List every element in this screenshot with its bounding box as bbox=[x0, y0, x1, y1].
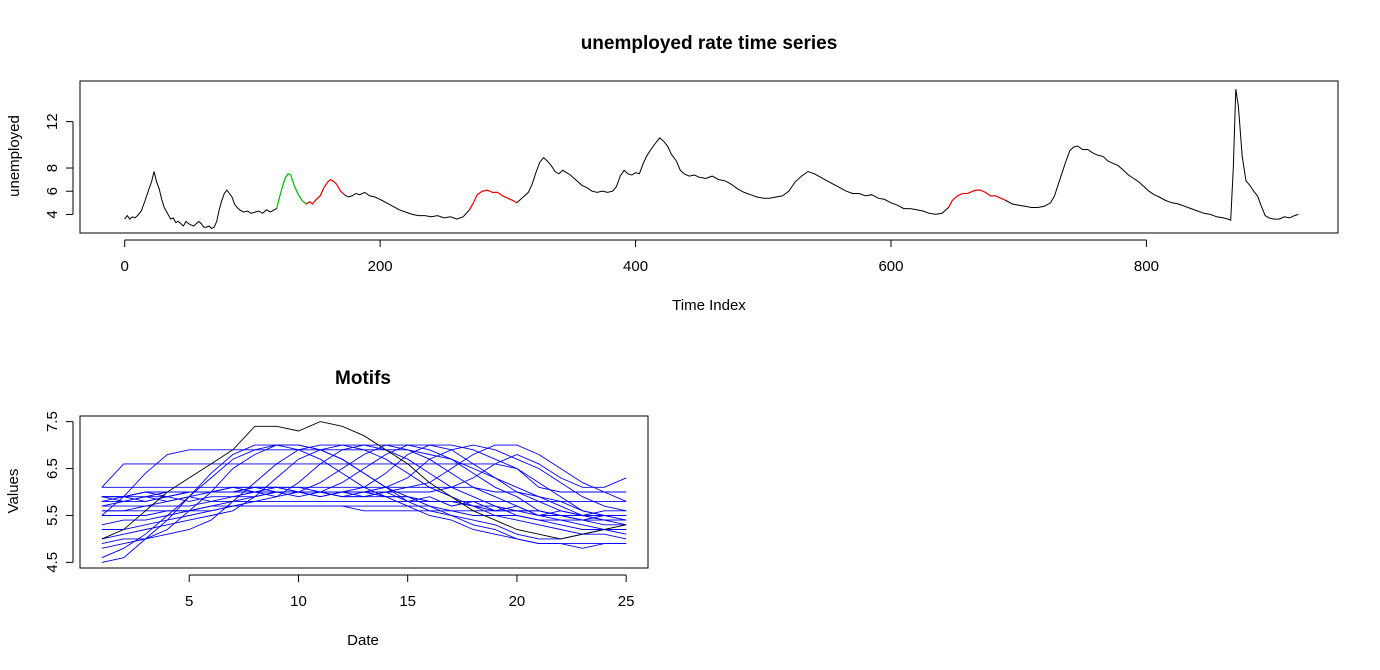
bottom-chart-title: Motifs bbox=[335, 368, 391, 389]
motif-series-line bbox=[101, 454, 627, 498]
top-series-group bbox=[124, 89, 1299, 229]
motif-series-line bbox=[101, 463, 627, 493]
bottom-y-tick-label: 4.5 bbox=[44, 552, 61, 573]
top-x-tick-label: 600 bbox=[878, 258, 903, 275]
top-x-tick-label: 400 bbox=[623, 258, 648, 275]
motif-series-line bbox=[101, 444, 627, 521]
bottom-y-tick-label: 5.5 bbox=[44, 505, 61, 526]
time-series-line bbox=[124, 89, 1299, 229]
bottom-x-tick-label: 10 bbox=[290, 593, 307, 610]
bottom-x-tick-label: 5 bbox=[185, 593, 193, 610]
top-y-tick-label: 8 bbox=[44, 164, 61, 172]
bottom-x-tick-label: 25 bbox=[618, 593, 635, 610]
top-x-axis: 0 200 400 600 800 bbox=[121, 239, 1159, 275]
bottom-y-tick-label: 6.5 bbox=[44, 458, 61, 479]
top-chart-title: unemployed rate time series bbox=[581, 33, 838, 54]
top-x-tick-label: 800 bbox=[1134, 258, 1159, 275]
top-y-tick-label: 6 bbox=[44, 187, 61, 195]
bottom-y-tick-label: 7.5 bbox=[44, 411, 61, 432]
motif-series-line bbox=[101, 444, 627, 521]
motif-highlight-segment bbox=[948, 189, 1007, 208]
bottom-panel: Motifs Date Values 5 10 15 20 25 4.5 5.5 6.5 7.… bbox=[5, 368, 649, 649]
motif-highlight-segment bbox=[276, 173, 307, 209]
motif-series-line bbox=[101, 500, 627, 507]
motif-series-line bbox=[101, 486, 627, 521]
top-y-axis: 4 6 8 12 bbox=[44, 113, 74, 219]
bottom-x-axis: 5 10 15 20 25 bbox=[185, 574, 635, 610]
motif-series-line bbox=[101, 505, 627, 521]
motif-series-line bbox=[101, 449, 627, 526]
bottom-x-tick-label: 15 bbox=[399, 593, 416, 610]
bottom-y-axis-label: Values bbox=[5, 469, 22, 514]
top-x-tick-label: 200 bbox=[368, 258, 393, 275]
top-x-tick-label: 0 bbox=[121, 258, 129, 275]
motif-series-line bbox=[101, 421, 627, 540]
motif-highlight-segment bbox=[305, 178, 345, 205]
bottom-x-axis-label: Date bbox=[347, 632, 379, 649]
bottom-plot-frame bbox=[79, 415, 649, 569]
top-plot-frame bbox=[79, 80, 1339, 234]
top-x-axis-label: Time Index bbox=[672, 297, 746, 314]
top-panel: unemployed rate time series Time Index u… bbox=[6, 33, 1339, 314]
bottom-x-tick-label: 20 bbox=[509, 593, 526, 610]
motif-highlight-segment bbox=[469, 189, 518, 211]
top-y-tick-label: 4 bbox=[44, 210, 61, 218]
bottom-y-axis: 4.5 5.5 6.5 7.5 bbox=[44, 411, 74, 573]
top-y-axis-label: unemployed bbox=[6, 115, 23, 197]
top-y-tick-label: 12 bbox=[44, 113, 61, 130]
bottom-series-group bbox=[101, 421, 627, 563]
